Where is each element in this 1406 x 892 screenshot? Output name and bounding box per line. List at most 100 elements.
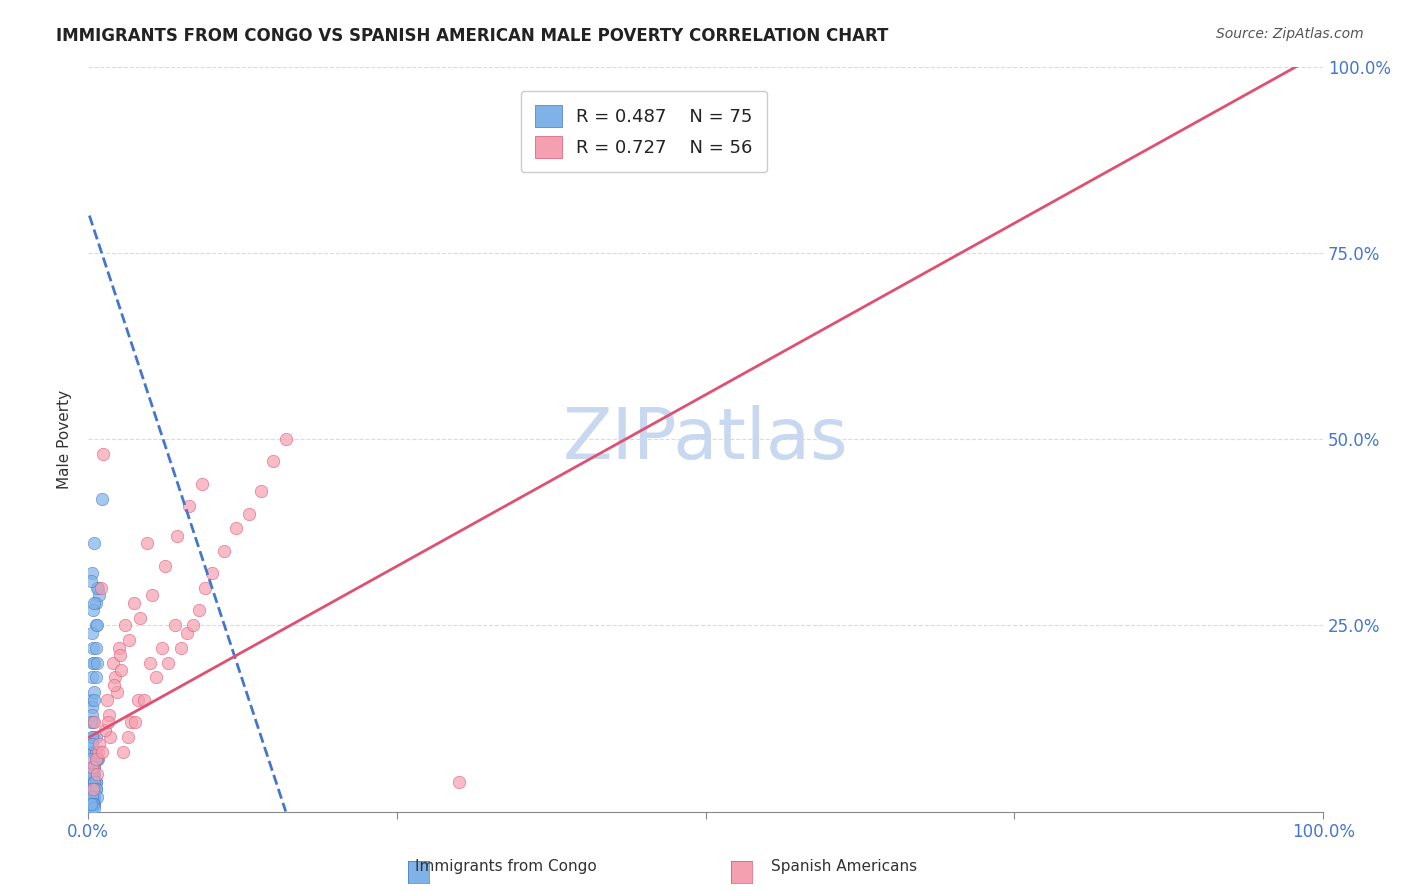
Point [79,715,101,730]
Point [98,707,121,722]
Point [84,774,107,789]
Text: ZIPatlas: ZIPatlas [562,405,848,474]
Point [100,730,122,744]
Point [87,745,110,759]
Point [83,797,105,811]
Text: Spanish Americans: Spanish Americans [770,859,917,874]
Point [82,715,104,730]
Point [117,730,139,744]
Point [84,782,107,797]
Point [157,656,180,670]
Point [84,745,107,759]
Point [170,640,193,655]
Point [80,760,103,774]
Point [83,760,105,774]
Point [136,536,159,550]
Point [124,715,146,730]
Point [83,797,105,811]
Point [79,767,101,781]
Point [86,752,108,766]
Point [82,603,104,617]
Point [84,670,107,684]
Point [139,656,162,670]
Point [104,670,127,684]
Point [97,715,120,730]
Point [89,589,111,603]
Point [80,738,103,752]
Point [86,581,108,595]
Point [80,797,103,811]
Point [83,693,105,707]
Point [110,663,132,677]
Legend: R = 0.487    N = 75, R = 0.727    N = 56: R = 0.487 N = 75, R = 0.727 N = 56 [520,90,768,172]
Point [105,685,128,699]
Point [163,618,186,632]
Point [80,670,103,684]
Point [129,611,152,625]
Point [122,596,145,610]
Point [83,789,105,804]
Point [447,774,470,789]
Point [83,715,105,730]
Point [101,656,124,670]
Point [83,745,105,759]
Point [84,596,107,610]
Point [90,491,112,506]
Point [82,797,104,811]
Point [90,745,112,759]
Point [179,499,201,513]
Point [141,589,163,603]
Point [82,797,104,811]
Point [80,801,103,815]
Point [84,774,107,789]
Point [176,625,198,640]
Point [84,752,107,766]
Point [120,715,142,730]
Point [82,640,104,655]
Text: Immigrants from Congo: Immigrants from Congo [415,859,598,874]
Point [108,640,131,655]
Point [80,789,103,804]
Point [79,574,101,588]
Point [82,789,104,804]
Point [80,789,103,804]
Point [181,618,204,632]
Point [111,745,134,759]
Point [79,782,101,797]
Point [80,738,103,752]
Point [91,447,114,461]
Point [194,581,217,595]
Point [82,767,104,781]
Point [191,476,214,491]
Point [80,789,103,804]
Text: Source: ZipAtlas.com: Source: ZipAtlas.com [1216,27,1364,41]
Point [80,789,103,804]
Point [86,789,108,804]
Point [80,707,103,722]
Point [83,656,105,670]
Point [79,752,101,766]
Point [79,767,101,781]
Point [238,507,260,521]
Point [145,670,167,684]
Point [83,801,105,815]
Point [82,730,104,744]
Point [132,693,155,707]
Point [250,484,273,499]
Point [84,640,107,655]
Point [153,558,176,573]
Point [262,454,284,468]
Point [82,782,104,797]
Point [82,656,104,670]
Point [83,782,105,797]
Point [82,745,104,759]
Point [79,797,101,811]
Point [80,774,103,789]
Point [87,752,110,766]
Point [166,529,188,543]
Point [80,789,103,804]
Point [225,521,247,535]
Point [94,723,117,737]
Point [82,789,104,804]
Point [79,693,101,707]
